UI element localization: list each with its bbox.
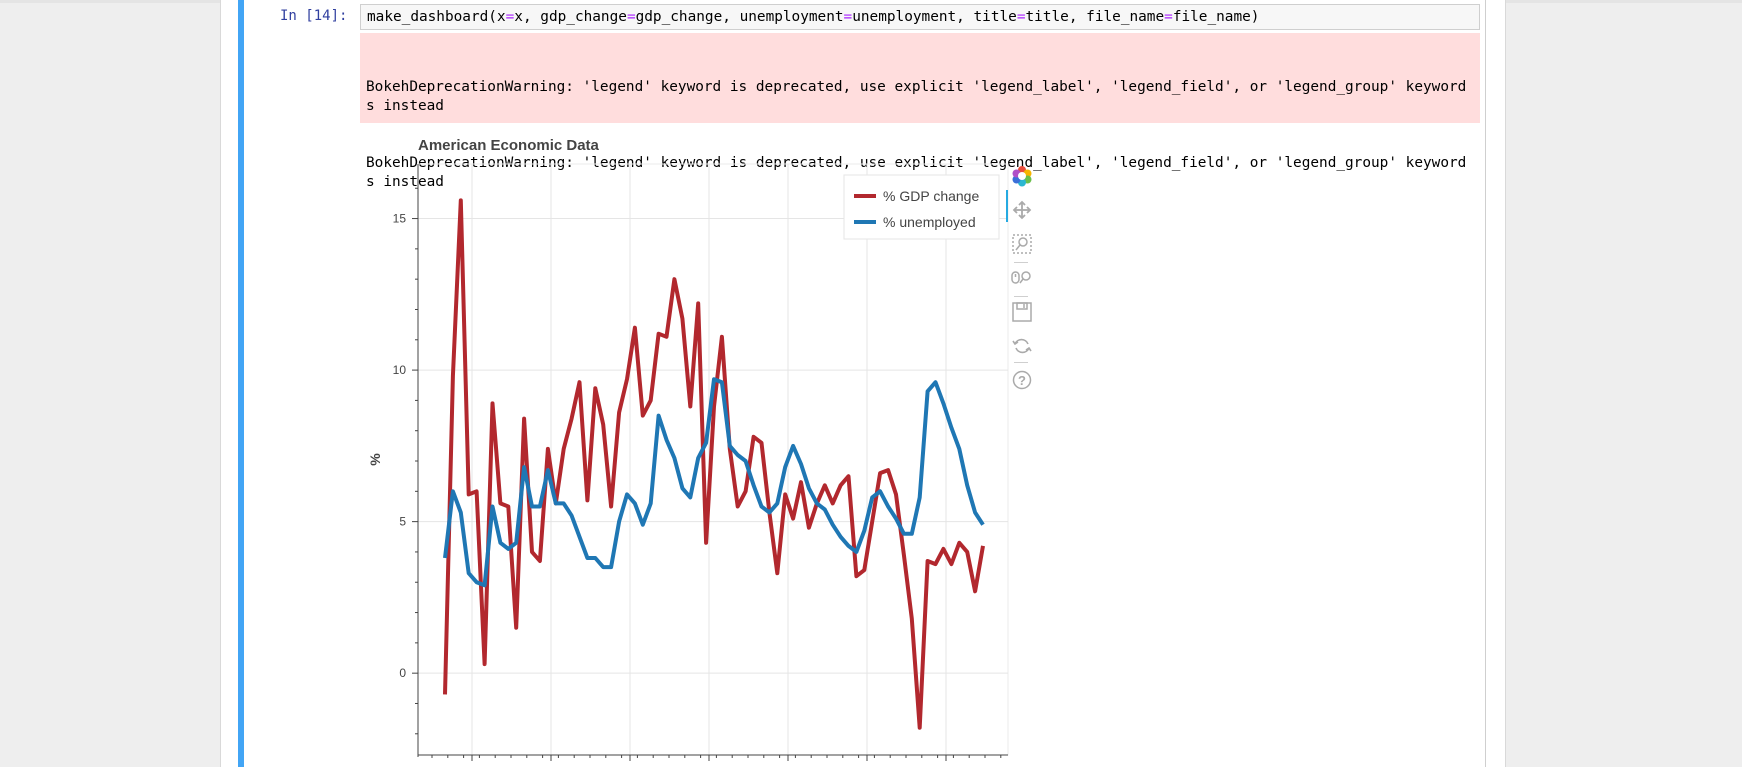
code-token: unemployment, title xyxy=(852,9,1017,25)
deprecation-warning: BokehDeprecationWarning: 'legend' keywor… xyxy=(366,79,1475,114)
y-tick-label: 5 xyxy=(399,515,406,529)
code-token: x, gdp_change xyxy=(514,9,627,25)
legend-box xyxy=(843,174,1000,240)
deprecation-warning: BokehDeprecationWarning: 'legend' keywor… xyxy=(366,155,1475,190)
grid-layer xyxy=(417,163,1009,756)
chart-title: American Economic Data xyxy=(418,137,600,154)
reset-icon[interactable] xyxy=(1008,332,1036,360)
bokeh-logo-icon[interactable] xyxy=(1008,162,1036,190)
help-icon[interactable]: ? xyxy=(1008,366,1036,394)
toolbar-separator xyxy=(1014,362,1028,363)
legend-label-unemployment[interactable]: % unemployed xyxy=(883,214,976,230)
code-token: gdp_change, unemployment xyxy=(635,9,844,25)
code-operator: = xyxy=(505,9,515,25)
axis-layer: 0 5 10 15 xyxy=(393,164,1008,761)
svg-text:?: ? xyxy=(1018,373,1026,388)
input-prompt: In [14]: xyxy=(280,8,348,24)
chart-canvas[interactable]: American Economic Data 0 5 10 15 % % GDP ch… xyxy=(360,130,1020,767)
active-tool-indicator xyxy=(1006,190,1008,222)
save-icon[interactable] xyxy=(1008,298,1036,326)
code-token: file_name) xyxy=(1172,9,1260,25)
series-layer xyxy=(443,198,985,730)
bokeh-plot[interactable]: American Economic Data 0 5 10 15 % % GDP ch… xyxy=(360,130,1020,767)
pan-icon[interactable] xyxy=(1008,196,1036,224)
y-tick-label: 0 xyxy=(399,666,406,680)
toolbar-separator xyxy=(1014,262,1028,263)
legend[interactable]: % GDP change % unemployed xyxy=(843,174,1000,240)
y-tick-label: 15 xyxy=(393,212,407,226)
plot-frame xyxy=(417,163,1009,756)
unemployment-line xyxy=(443,377,985,588)
y-axis-label: % xyxy=(367,453,383,466)
notebook-page xyxy=(220,0,1506,767)
code-operator: = xyxy=(1016,9,1026,25)
code-operator: = xyxy=(626,9,636,25)
code-token: title, file_name xyxy=(1025,9,1165,25)
cell-selection-indicator xyxy=(238,0,244,767)
wheel-zoom-icon[interactable] xyxy=(1008,264,1036,292)
y-tick-label: 10 xyxy=(393,363,407,377)
code-cell[interactable] xyxy=(244,0,1486,767)
box-zoom-icon[interactable] xyxy=(1008,230,1036,258)
code-input[interactable]: make_dashboard(x=x, gdp_change=gdp_chang… xyxy=(360,4,1480,30)
stderr-output: BokehDeprecationWarning: 'legend' keywor… xyxy=(360,33,1480,190)
code-token: make_dashboard(x xyxy=(367,9,506,25)
code-operator: = xyxy=(1164,9,1173,25)
gdp-change-line xyxy=(443,198,985,730)
code-operator: = xyxy=(843,9,853,25)
legend-label-gdp[interactable]: % GDP change xyxy=(883,188,979,204)
toolbar-separator xyxy=(1014,296,1028,297)
plot-toolbar: ? xyxy=(1006,160,1046,400)
